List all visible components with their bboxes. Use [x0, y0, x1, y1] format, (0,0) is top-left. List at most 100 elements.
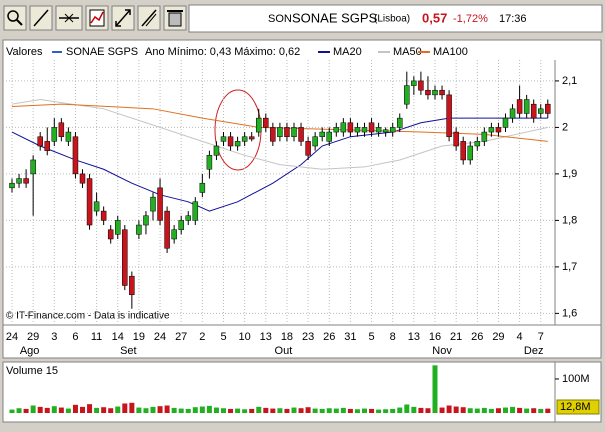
volume-bar [347, 408, 353, 413]
volume-bar [80, 406, 85, 413]
candle-body [129, 275, 135, 296]
x-tick-label: 27 [175, 331, 187, 343]
volume-bar [495, 408, 501, 413]
volume-bar [199, 406, 205, 413]
volume-bar [411, 406, 417, 413]
volume-bar [488, 408, 494, 413]
volume-bar [531, 408, 537, 413]
x-tick-label: 29 [27, 331, 39, 343]
candle-body [495, 127, 502, 133]
volume-bar [87, 404, 93, 413]
quote-time: 17:36 [499, 13, 527, 25]
last-volume-box [556, 399, 600, 415]
fit-button[interactable] [111, 5, 135, 31]
candle-body [51, 127, 58, 142]
candle-body [516, 99, 523, 114]
candle-body [227, 136, 234, 147]
volume-bar [390, 408, 396, 413]
volume-bar [30, 405, 36, 413]
volume-bar [249, 408, 255, 413]
candle-body [502, 117, 509, 128]
candle-body [446, 94, 452, 137]
volume-bar [235, 408, 241, 413]
volume-bar [72, 404, 78, 413]
volume-bar [404, 404, 410, 413]
candle-body [397, 117, 403, 128]
candle-body [481, 131, 488, 142]
volume-bar [354, 409, 360, 413]
delete-button[interactable] [163, 5, 187, 31]
volume-bar [192, 407, 198, 413]
x-tick-label: 23 [302, 331, 314, 343]
y-tick-label: 100M [562, 373, 590, 385]
volume-bar [460, 407, 466, 413]
volume-bar [397, 407, 403, 413]
legend-label: MA20 [333, 46, 362, 58]
candle-body [143, 215, 149, 226]
candle-body [319, 131, 325, 137]
candle-body [150, 196, 156, 212]
candle-body [389, 127, 396, 133]
volume-bar [242, 409, 248, 413]
horizontal-line-button[interactable] [55, 5, 83, 31]
candle-body [256, 117, 262, 133]
candle-body [199, 182, 206, 193]
candle-body [9, 182, 15, 189]
candle-body [453, 131, 459, 147]
month-label: Ago [20, 345, 40, 357]
zoom-button[interactable] [3, 5, 27, 31]
x-tick-label: 24 [154, 331, 166, 343]
candle-body [115, 220, 121, 235]
volume-bar [136, 407, 142, 413]
volume-bar [474, 408, 480, 413]
volume-bar [467, 408, 473, 413]
x-tick-label: 8 [390, 331, 396, 343]
candle-body [206, 155, 213, 170]
price-panel [2, 39, 602, 359]
candle-body [164, 210, 170, 249]
indicator-button[interactable] [85, 5, 109, 31]
candle-body [545, 103, 551, 114]
volume-bar [65, 408, 71, 413]
candle-body [312, 136, 318, 147]
candle-body [270, 127, 276, 142]
trendline-button[interactable] [29, 5, 53, 31]
y-tick-label: 1,8 [562, 214, 577, 226]
candle-body [460, 141, 466, 161]
candle-body [79, 173, 86, 184]
volume-bar [376, 409, 382, 413]
candle-body [425, 89, 431, 96]
volume-bar [108, 408, 114, 413]
volume-bar [221, 408, 226, 413]
x-tick-label: 13 [260, 331, 272, 343]
candle-body [122, 229, 128, 286]
range-note: Ano Mínimo: 0,43 Máximo: 0,62 [145, 46, 300, 58]
candle-body [65, 131, 72, 142]
volume-bar [206, 405, 212, 413]
volume-bar [291, 407, 297, 413]
candle-body [439, 89, 445, 96]
legend-series: SONAE SGPS [66, 46, 138, 58]
candle-body [291, 127, 297, 137]
quote-price: 0,57 [422, 10, 447, 25]
toolbar [3, 5, 187, 31]
x-tick-label: 11 [91, 331, 102, 343]
volume-bar [94, 407, 100, 413]
legend-label: MA100 [433, 46, 468, 58]
candle-body [305, 141, 311, 156]
x-tick-label: 29 [492, 331, 504, 343]
volume-bar [37, 406, 43, 413]
ma-line [11, 117, 548, 212]
candle-body [58, 122, 65, 137]
volume-bar [425, 408, 431, 413]
y-tick-label: 1,6 [562, 307, 577, 319]
volume-bar [9, 409, 15, 413]
draw-button[interactable] [137, 5, 161, 31]
volume-bar [150, 406, 156, 413]
x-tick-label: 2 [199, 331, 205, 343]
volume-bar [263, 407, 269, 413]
volume-bar [312, 408, 318, 413]
volume-bar [122, 403, 128, 413]
